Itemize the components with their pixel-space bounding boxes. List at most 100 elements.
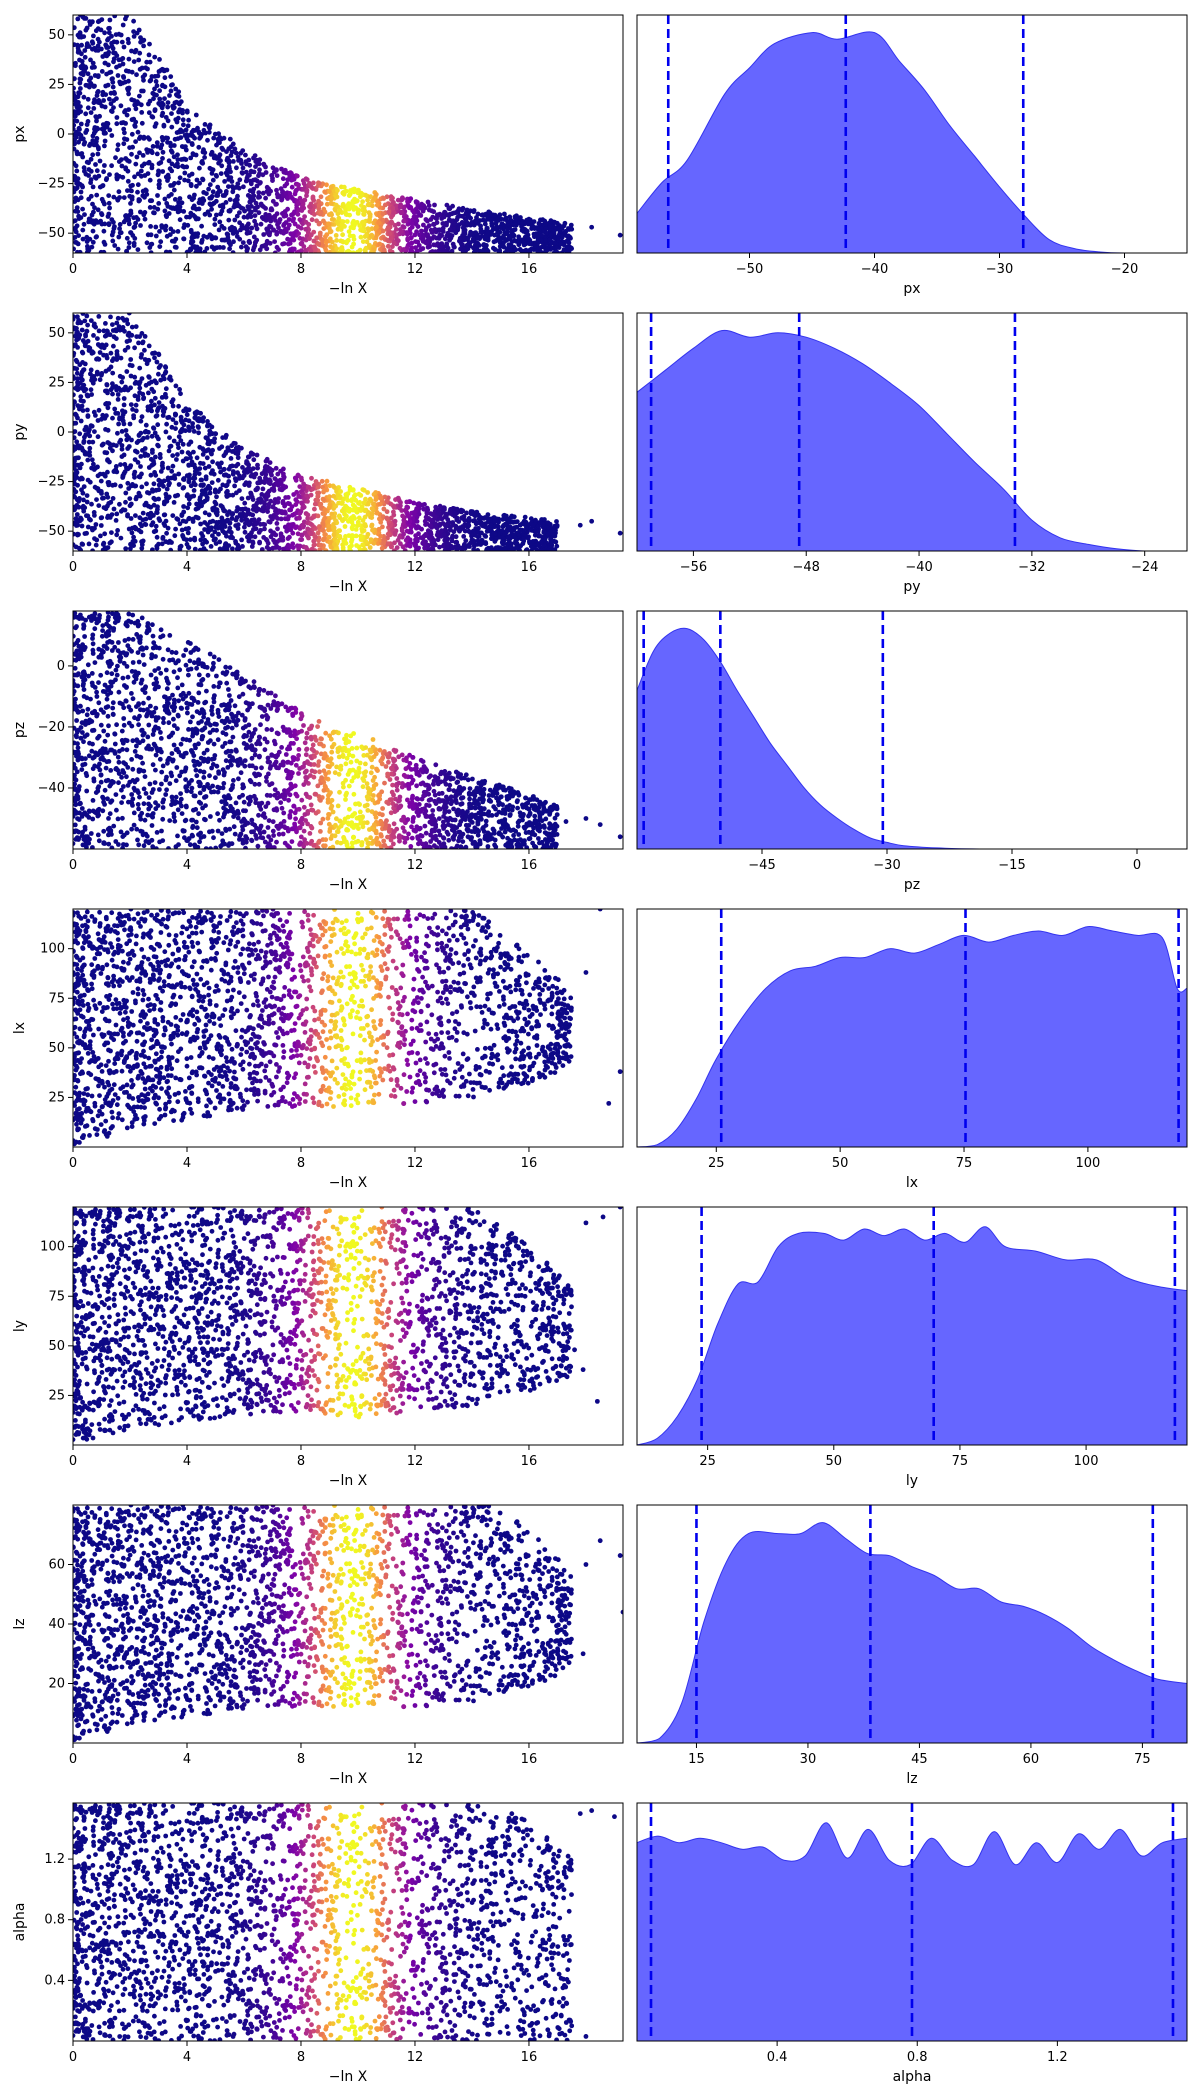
sample-point (387, 231, 393, 237)
sample-point (387, 248, 393, 253)
x-tick-label: −20 (1111, 262, 1138, 277)
sample-point (133, 106, 139, 112)
sample-point (328, 544, 334, 550)
sample-point (220, 482, 226, 488)
sample-point (259, 492, 265, 497)
sample-point (399, 209, 405, 215)
sample-point (227, 197, 233, 203)
sample-point (388, 236, 394, 242)
sample-point (264, 246, 269, 252)
sample-point (145, 232, 151, 238)
sample-point (385, 243, 391, 249)
sample-point (78, 398, 84, 403)
sample-point (273, 545, 279, 550)
sample-point (119, 446, 125, 452)
sample-point (218, 171, 224, 177)
sample-point (168, 88, 174, 94)
sample-point (378, 519, 384, 525)
sample-point (107, 172, 112, 178)
sample-point (73, 199, 78, 204)
sample-point (132, 102, 138, 108)
sample-point (217, 464, 223, 470)
sample-point (440, 521, 446, 526)
sample-point (404, 528, 410, 534)
sample-point (219, 515, 225, 521)
sample-point (188, 183, 194, 189)
sample-point (132, 224, 138, 230)
sample-point (126, 159, 132, 164)
sample-point (81, 94, 87, 100)
sample-point (176, 471, 182, 477)
sample-point (239, 517, 245, 523)
sample-point (272, 250, 278, 253)
sample-point (125, 513, 130, 519)
sample-point (125, 446, 131, 451)
sample-point (108, 69, 114, 75)
sample-point (93, 162, 98, 167)
sample-point (126, 56, 132, 62)
sample-point (240, 165, 246, 171)
sample-point (388, 515, 394, 521)
sample-point (148, 242, 154, 247)
sample-point (139, 414, 145, 420)
sample-point (190, 424, 196, 430)
sample-point (204, 455, 210, 461)
sample-point (131, 534, 137, 540)
sample-point (415, 501, 420, 507)
sample-point (78, 151, 83, 157)
sample-point (90, 46, 95, 52)
sample-point (98, 533, 103, 539)
sample-point (260, 508, 266, 514)
sample-point (225, 167, 230, 173)
sample-point (121, 195, 127, 201)
sample-point (143, 187, 149, 193)
sample-point (410, 516, 416, 521)
sample-point (200, 177, 206, 183)
sample-point (301, 181, 307, 187)
sample-point (554, 519, 559, 524)
sample-point (383, 217, 389, 223)
sample-point (129, 437, 134, 443)
sample-point (105, 82, 111, 88)
sample-point (181, 509, 187, 515)
sample-point (385, 225, 391, 230)
sample-point (110, 385, 115, 390)
sample-point (141, 396, 146, 402)
sample-point (138, 209, 143, 215)
sample-point (360, 239, 366, 245)
sample-point (94, 371, 100, 377)
sample-point (308, 492, 314, 498)
sample-point (448, 527, 453, 533)
sample-point (107, 332, 113, 338)
sample-point (78, 15, 83, 18)
sample-point (287, 240, 293, 246)
sample-point (217, 152, 223, 158)
y-tick-label: 0 (57, 127, 65, 142)
sample-point (281, 169, 287, 175)
sample-point (241, 473, 247, 478)
sample-point (220, 528, 226, 534)
sample-point (265, 493, 271, 499)
sample-point (186, 424, 192, 430)
sample-point (206, 464, 212, 469)
sample-point (290, 234, 296, 240)
sample-point (404, 230, 410, 235)
sample-point (326, 534, 332, 540)
sample-point (369, 506, 375, 511)
sample-point (251, 457, 257, 463)
sample-point (155, 206, 161, 212)
sample-point (314, 235, 320, 241)
sample-point (73, 219, 76, 224)
sample-point (191, 203, 197, 209)
sample-point (164, 486, 170, 492)
sample-point (86, 216, 92, 222)
sample-point (419, 526, 424, 532)
sample-point (73, 516, 79, 521)
sample-point (73, 542, 76, 548)
sample-point (506, 534, 512, 540)
sample-point (96, 407, 102, 413)
sample-point (419, 201, 425, 207)
sample-point (266, 488, 272, 494)
